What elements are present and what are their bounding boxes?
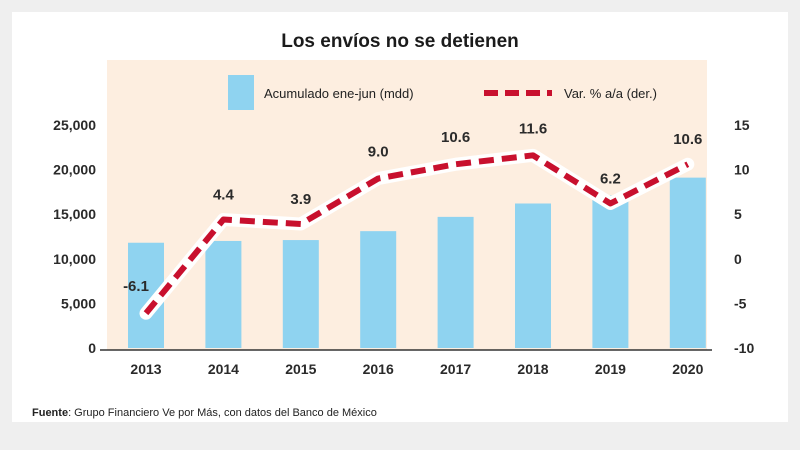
bar-2020 xyxy=(669,177,706,348)
right-axis: -10 -5 0 5 10 15 xyxy=(734,117,754,356)
line-var-pct xyxy=(143,152,690,316)
x-tick-label: 2019 xyxy=(595,361,626,377)
data-label-2020: 10.6 xyxy=(673,131,702,148)
chart-title: Los envíos no se detienen xyxy=(281,31,519,52)
x-tick-label: 2014 xyxy=(208,361,239,377)
left-tick-label: 20,000 xyxy=(53,162,96,178)
bar-2016 xyxy=(360,231,397,348)
x-axis: 2013 2014 2015 2016 2017 2018 2019 2020 xyxy=(100,349,712,377)
data-label-2017: 10.6 xyxy=(441,129,470,146)
right-tick-label: -10 xyxy=(734,340,754,356)
legend-line-label: Var. % a/a (der.) xyxy=(564,86,657,101)
bar-2017 xyxy=(437,216,474,348)
legend-bar-swatch xyxy=(228,75,254,110)
right-tick-label: 10 xyxy=(734,162,750,178)
legend-bar-label: Acumulado ene-jun (mdd) xyxy=(264,86,414,101)
left-tick-label: 10,000 xyxy=(53,251,96,267)
right-tick-label: 15 xyxy=(734,117,750,133)
x-tick-label: 2020 xyxy=(672,361,703,377)
source-label: Fuente xyxy=(32,407,69,419)
x-tick-label: 2017 xyxy=(440,361,471,377)
data-label-2016: 9.0 xyxy=(368,144,389,161)
x-tick-label: 2013 xyxy=(130,361,161,377)
data-label-2013: -6.1 xyxy=(123,278,149,295)
right-tick-label: 0 xyxy=(734,251,742,267)
right-tick-label: 5 xyxy=(734,206,742,222)
chart: Los envíos no se detienen Acumulado ene-… xyxy=(53,31,754,377)
bar-2019 xyxy=(592,195,629,348)
data-label-2015: 3.9 xyxy=(290,191,311,208)
x-tick-label: 2018 xyxy=(517,361,548,377)
left-tick-label: 15,000 xyxy=(53,206,96,222)
right-tick-label: -5 xyxy=(734,295,747,311)
bar-2018 xyxy=(515,203,551,348)
left-axis: 0 5,000 10,000 15,000 20,000 25,000 xyxy=(53,117,96,356)
chart-card: Los envíos no se detienen Acumulado ene-… xyxy=(12,12,788,422)
data-label-2014: 4.4 xyxy=(213,187,235,204)
source-text: : Grupo Financiero Ve por Más, con datos… xyxy=(68,407,377,419)
left-tick-label: 25,000 xyxy=(53,117,96,133)
line-series xyxy=(139,148,695,320)
left-tick-label: 0 xyxy=(88,340,96,356)
x-tick-label: 2015 xyxy=(285,361,316,377)
left-tick-label: 5,000 xyxy=(61,295,96,311)
bar-2015 xyxy=(282,240,319,348)
data-label-2019: 6.2 xyxy=(600,170,621,187)
legend: Acumulado ene-jun (mdd) Var. % a/a (der.… xyxy=(228,75,657,110)
source-note: Fuente: Grupo Financiero Ve por Más, con… xyxy=(32,407,377,419)
bar-2014 xyxy=(205,240,242,348)
data-label-2018: 11.6 xyxy=(519,120,547,137)
data-labels: -6.1 4.4 3.9 9.0 10.6 11.6 6.2 10.6 xyxy=(123,120,702,295)
x-tick-label: 2016 xyxy=(363,361,394,377)
